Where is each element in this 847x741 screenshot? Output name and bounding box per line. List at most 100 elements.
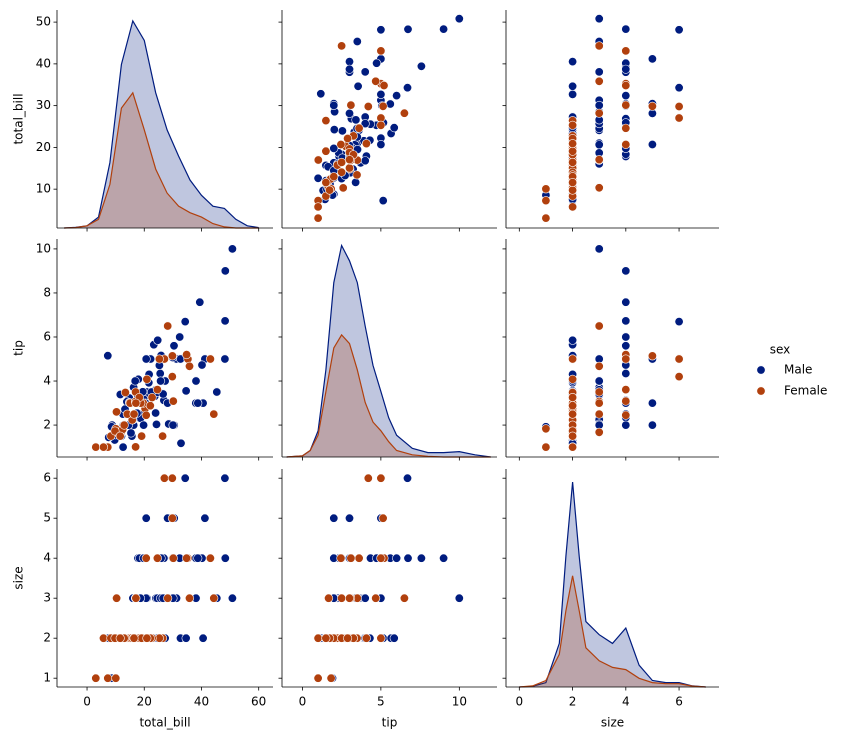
x-axis-label: size [601,716,624,730]
kde-line [286,243,491,458]
scatter-point [182,350,192,360]
scatter-point [568,374,578,384]
scatter-point [163,593,173,603]
scatter-point [152,419,162,429]
scatter-point [594,140,604,150]
scatter-point [621,24,631,34]
scatter-point [91,442,101,452]
scatter-point [337,157,347,167]
scatter-point [139,420,149,430]
scatter-point [175,332,185,342]
scatter-point [156,376,166,386]
scatter-point [153,335,163,345]
scatter-point [155,368,165,378]
scatter-point [352,36,362,46]
scatter-point [353,81,363,91]
scatter-point [111,673,121,683]
scatter-point [594,321,604,331]
scatter-point [378,101,388,111]
scatter-point [141,354,151,364]
scatter-point [361,633,371,643]
scatter-point [647,101,657,111]
scatter-point [220,266,230,276]
scatter-point [621,385,631,395]
y-axis-label: tip [12,340,26,356]
y-tick-label: 1 [43,671,51,685]
scatter-point [336,140,346,150]
legend-marker [756,386,766,396]
scatter-point [621,46,631,56]
scatter-point [621,410,631,420]
y-axis-label: size [12,566,26,589]
scatter-point [621,368,631,378]
scatter-point [647,351,657,361]
scatter-point [568,442,578,452]
scatter-point [594,155,604,165]
scatter-point [568,409,578,419]
scatter-point [621,341,631,351]
scatter-point [159,473,169,483]
scatter-point [621,354,631,364]
scatter-point [568,185,578,195]
scatter-point [120,387,130,397]
scatter-point [647,398,657,408]
scatter-point [193,553,203,563]
kde-line [64,91,259,229]
scatter-point [168,396,178,406]
scatter-point [594,67,604,77]
scatter-point [329,125,339,135]
scatter-point [176,438,186,448]
legend-title: sex [770,343,791,357]
scatter-point [168,420,178,430]
scatter-point [344,57,354,67]
scatter-point [321,116,331,126]
scatter-point [568,57,578,67]
scatter-point [198,633,208,643]
scatter-point [343,633,353,643]
scatter-point [151,408,161,418]
scatter-point [344,513,354,523]
scatter-point [152,385,162,395]
scatter-point [363,102,373,112]
scatter-point [402,473,412,483]
scatter-point [360,119,370,129]
x-tick-label: 40 [194,695,209,709]
scatter-point [351,177,361,187]
scatter-point [193,398,203,408]
scatter-point [621,396,631,406]
scatter-point [181,633,191,643]
scatter-point [131,442,141,452]
scatter-point [399,108,409,118]
scatter-point [115,633,125,643]
scatter-point [568,178,578,188]
scatter-point [379,81,389,91]
scatter-point [351,115,361,125]
kde-area [64,20,259,229]
scatter-point [137,431,147,441]
scatter-point [376,46,386,56]
scatter-point [336,553,346,563]
scatter-point [568,157,578,167]
scatter-point [621,420,631,430]
scatter-point [568,81,578,91]
scatter-point [371,593,381,603]
scatter-point [376,633,386,643]
scatter-point [376,25,386,35]
scatter-point [185,593,195,603]
scatter-point [142,374,152,384]
scatter-point [220,354,230,364]
y-tick-label: 8 [43,285,51,299]
scatter-point [185,361,195,371]
scatter-point [112,593,122,603]
scatter-point [541,442,551,452]
kde-line [64,19,259,229]
scatter-point [372,58,382,68]
scatter-point [378,513,388,523]
scatter-point [313,673,323,683]
scatter-point [439,24,449,34]
kde-area [519,482,706,687]
scatter-point [131,398,141,408]
scatter-point [337,593,347,603]
